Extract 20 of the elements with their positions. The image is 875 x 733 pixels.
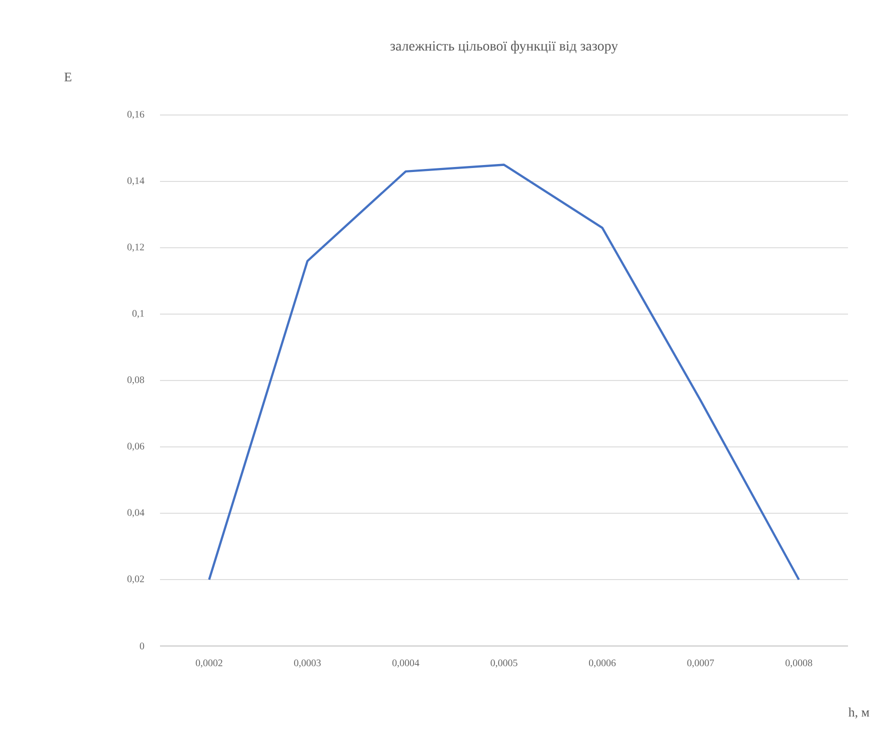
y-tick-label: 0,04 — [127, 509, 144, 518]
y-tick-label: 0,06 — [127, 442, 144, 451]
x-tick-label: 0,0003 — [294, 660, 321, 668]
y-tick-label: 0,12 — [127, 244, 144, 252]
y-tick-label: 0,1 — [132, 310, 144, 318]
chart-title: залежність цільової функції від зазору — [390, 40, 618, 54]
x-axis-title: h, м — [848, 708, 870, 718]
x-tick-label: 0,0008 — [786, 660, 812, 668]
y-tick-label: 0,02 — [127, 576, 144, 584]
y-axis-title: E — [64, 72, 72, 82]
x-tick-label: 0,0006 — [588, 660, 616, 668]
x-tick-label: 0,0005 — [490, 660, 518, 668]
y-tick-label: 0,16 — [127, 110, 144, 120]
x-tick-label: 0,0002 — [196, 660, 222, 668]
y-tick-label: 0,14 — [127, 177, 144, 186]
x-tick-label: 0,0004 — [392, 660, 420, 668]
line-series — [208, 164, 800, 581]
y-tick-label: 0,08 — [127, 376, 144, 385]
x-tick-label: 0,0007 — [687, 660, 714, 668]
y-tick-label: 0 — [140, 642, 144, 650]
